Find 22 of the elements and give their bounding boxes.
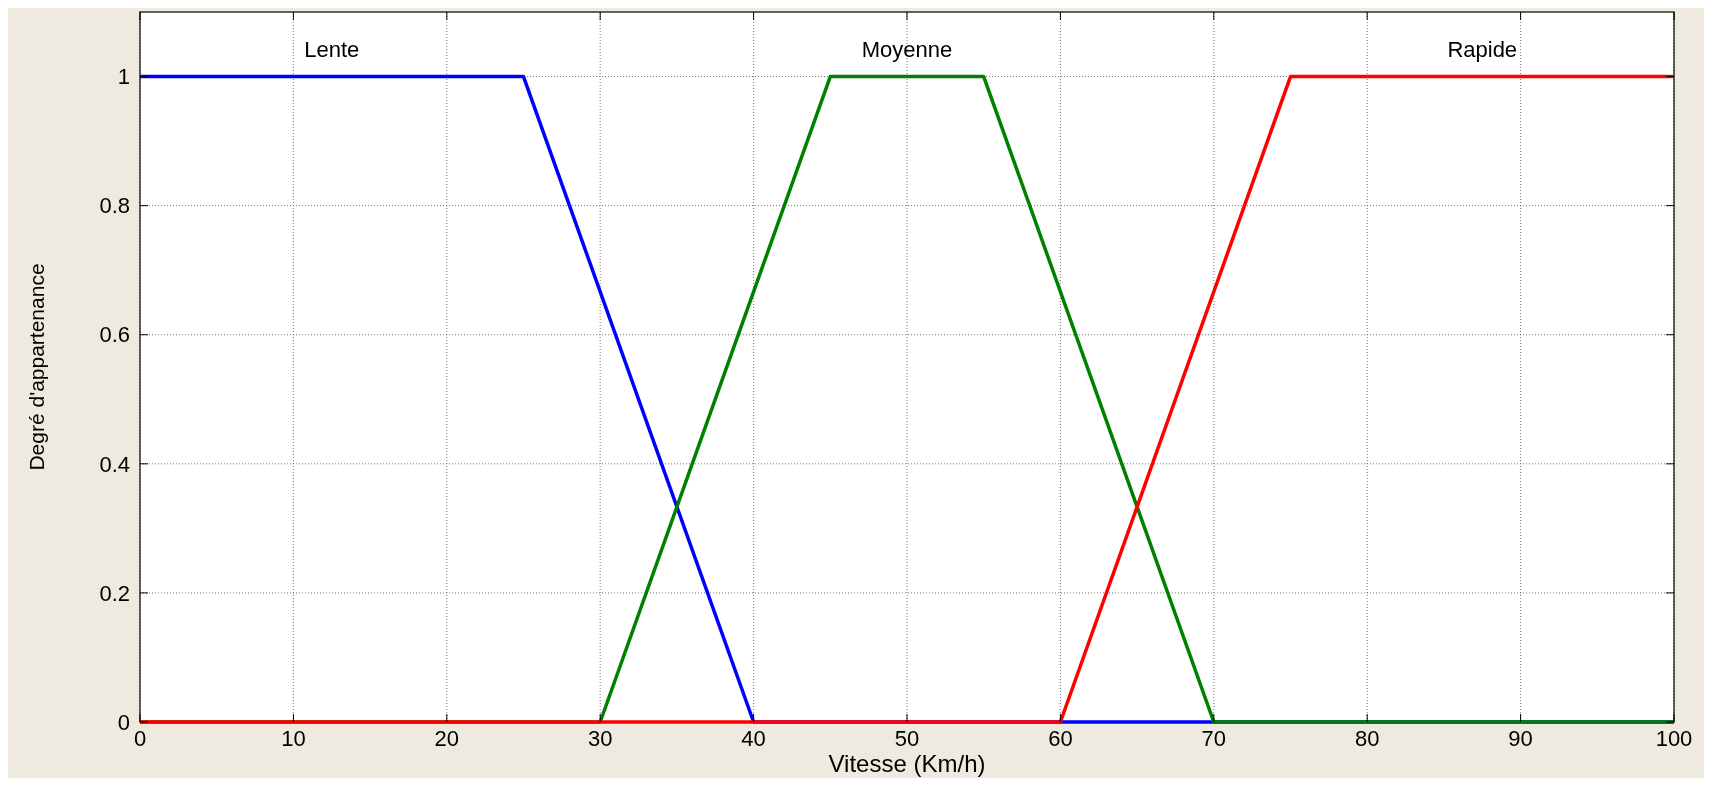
x-axis-title: Vitesse (Km/h) <box>828 750 986 777</box>
x-tick-label: 90 <box>1508 726 1533 751</box>
x-tick-label: 60 <box>1048 726 1073 751</box>
y-tick-label: 0 <box>117 709 130 735</box>
series-label: Lente <box>304 36 360 62</box>
y-tick-label: 1 <box>117 64 130 90</box>
x-tick-label: 80 <box>1354 726 1380 751</box>
x-tick-label: 30 <box>587 726 613 751</box>
y-tick-label: 0.4 <box>99 451 130 477</box>
x-tick-label: 10 <box>281 726 306 751</box>
y-axis-title: Degré d'appartenance <box>25 263 48 471</box>
series-label: Rapide <box>1447 36 1518 62</box>
y-tick-label: 0.6 <box>99 322 130 348</box>
x-tick-label: 70 <box>1201 726 1227 751</box>
x-tick-label: 50 <box>894 726 920 751</box>
y-tick-label: 0.8 <box>99 193 130 219</box>
x-tick-label: 40 <box>741 726 766 751</box>
x-tick-label: 100 <box>1655 726 1693 751</box>
x-tick-label: 0 <box>133 726 147 751</box>
x-tick-label: 20 <box>434 726 460 751</box>
series-label: Moyenne <box>861 36 953 62</box>
y-tick-label: 0.2 <box>99 580 130 606</box>
